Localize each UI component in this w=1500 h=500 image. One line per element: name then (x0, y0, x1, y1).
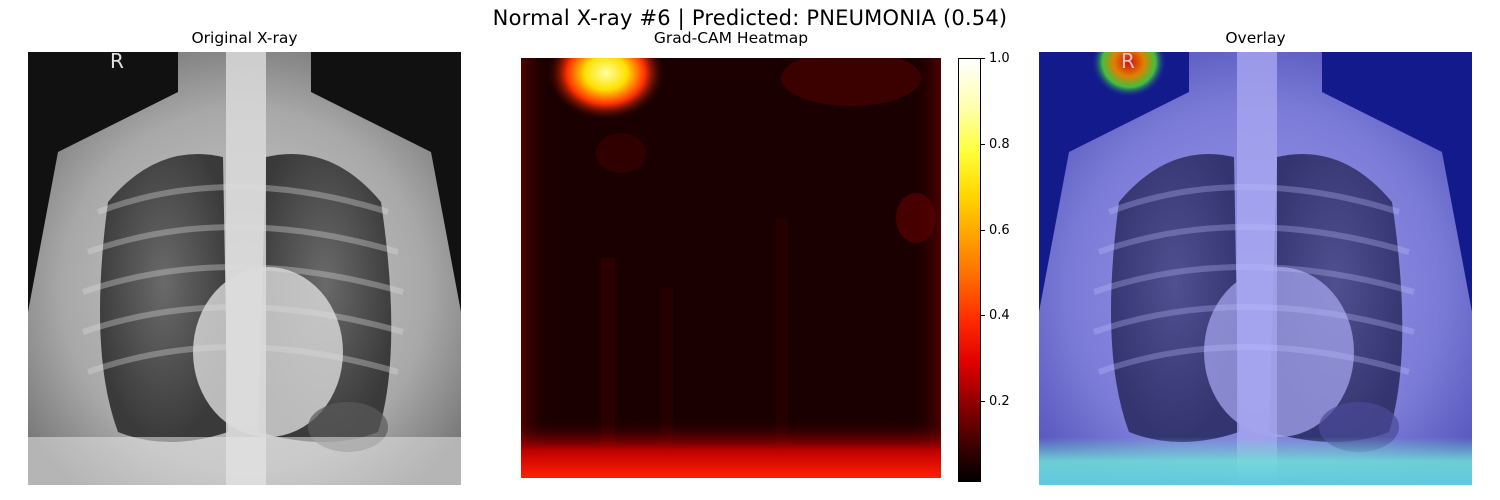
gradcam-heatmap-image (521, 58, 941, 478)
colorbar-gradient (958, 58, 981, 482)
overlay-title: Overlay (1225, 29, 1286, 47)
heatmap-title: Grad-CAM Heatmap (653, 29, 809, 47)
colorbar-tick-label: 0.2 (989, 394, 1010, 410)
r-marker-original: R (110, 52, 124, 73)
colorbar-tick-label: 1.0 (989, 51, 1010, 66)
colorbar-tick (980, 229, 985, 231)
figure-title: Normal X-ray #6 | Predicted: PNEUMONIA (… (492, 6, 1008, 30)
colorbar-tick (980, 143, 985, 145)
colorbar: 1.0 0.8 0.6 0.4 0.2 (958, 52, 1028, 482)
colorbar-tick-label: 0.8 (989, 136, 1010, 152)
colorbar-tick (980, 58, 985, 59)
r-marker-overlay: R (1121, 52, 1135, 73)
colorbar-tick-label: 0.6 (989, 222, 1010, 238)
original-xray-title: Original X-ray (191, 29, 298, 47)
original-xray-image: R (28, 52, 461, 485)
colorbar-tick (980, 315, 985, 317)
colorbar-tick-label: 0.4 (989, 308, 1010, 324)
overlay-image: R (1039, 52, 1472, 485)
colorbar-tick (980, 401, 985, 403)
